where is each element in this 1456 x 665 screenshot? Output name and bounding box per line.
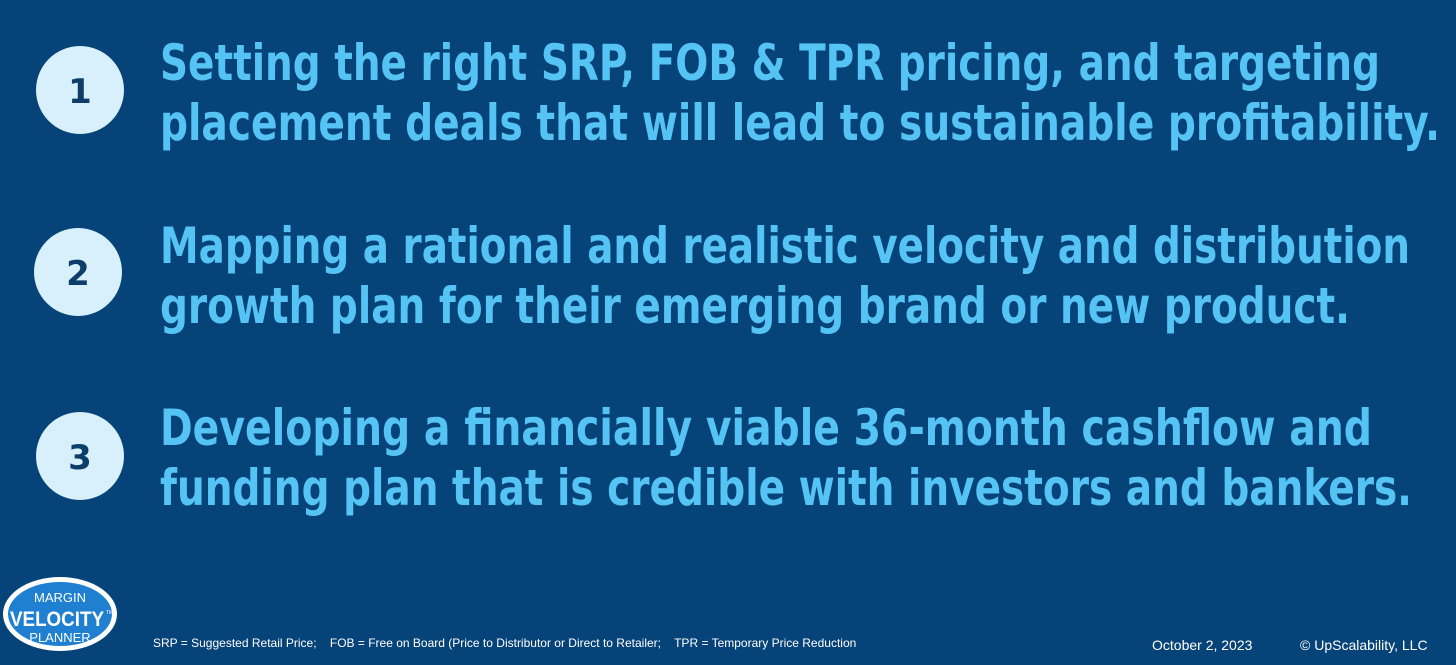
number-badge: [36, 46, 124, 134]
logo-bottom: PLANNER: [29, 630, 90, 645]
logo-top: MARGIN: [34, 590, 86, 605]
item-number: 2: [66, 254, 90, 294]
number-badge: [34, 228, 122, 316]
item-text: Setting the right SRP, FOB & TPR pricing…: [160, 34, 1380, 92]
item-text: Mapping a rational and realistic velocit…: [160, 217, 1410, 275]
item-text: Developing a financially viable 36-month…: [160, 399, 1372, 457]
copyright: © UpScalability, LLC: [1300, 637, 1428, 653]
logo-mark: TM: [106, 610, 113, 616]
logo-inner: [8, 582, 112, 646]
date: October 2, 2023: [1152, 637, 1253, 653]
item-number: 1: [68, 72, 92, 112]
logo: MARGIN VELOCITY TM PLANNER: [3, 577, 117, 651]
item-number: 3: [68, 438, 92, 478]
item-text: funding plan that is credible with inves…: [160, 459, 1412, 517]
number-badge: [36, 412, 124, 500]
footnote: SRP = Suggested Retail Price; FOB = Free…: [153, 636, 856, 650]
logo-middle: VELOCITY: [10, 608, 104, 631]
item-text: placement deals that will lead to sustai…: [160, 94, 1440, 152]
item-text: growth plan for their emerging brand or …: [160, 277, 1350, 335]
